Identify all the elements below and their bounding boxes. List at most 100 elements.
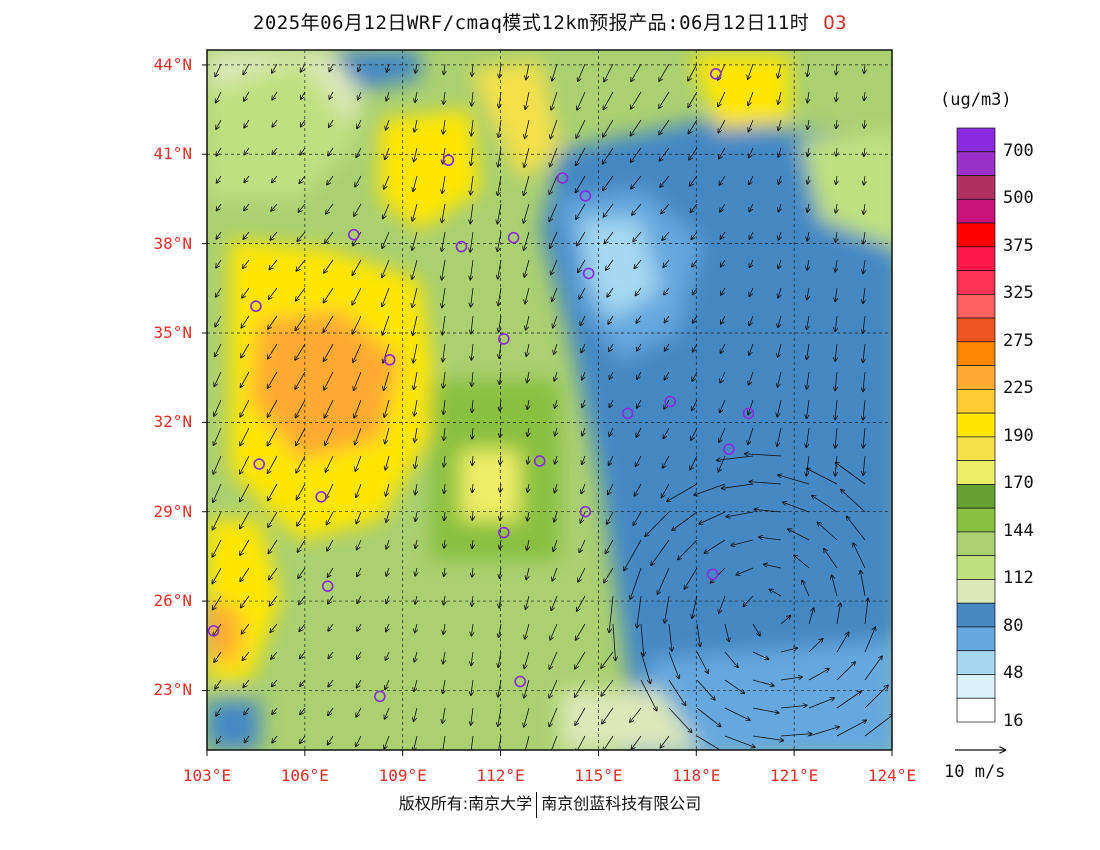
wind-arrow [806,371,809,389]
wind-arrow [296,287,306,301]
wind-arrow [806,427,810,447]
wind-arrow [752,623,760,636]
wind-arrow [414,399,418,416]
copyright-credit: 版权所有:南京大学 南京创蓝科技有限公司 [0,790,1100,818]
wind-arrow [807,175,809,184]
lon-label: 103°E [182,766,232,785]
wind-arrow [752,651,769,659]
wind-arrow [524,147,530,167]
wind-arrow [413,315,418,335]
wind-arrow [660,735,670,748]
wind-arrow [500,539,501,549]
wind-arrow [552,63,558,81]
wind-arrow [470,203,474,223]
wind-arrow [243,63,250,75]
wind-arrow [300,679,306,686]
station-marker [579,190,592,202]
wind-arrow [863,427,865,448]
wind-arrow [575,679,586,697]
wind-arrow [299,623,306,631]
colorbar-swatch [956,341,996,366]
wind-arrow [216,287,222,297]
lon-label: 118°E [672,766,721,785]
wind-arrow [863,259,865,273]
wind-arrow [555,455,557,464]
wind-arrow [499,595,501,608]
station-marker [455,240,468,253]
wind-arrow [357,567,362,576]
wind-arrow [748,399,754,415]
colorbar-swatch [956,222,996,248]
wind-arrow [632,203,642,215]
wind-arrow [665,343,670,351]
wind-arrow [604,231,614,243]
lon-label: 106°E [280,766,329,785]
wind-arrow [471,119,473,136]
wind-arrow [272,175,278,182]
wind-arrow [549,175,558,194]
wind-arrow [244,203,250,210]
wind-arrow [268,511,278,527]
wind-arrow [692,371,698,381]
wind-arrow [472,511,473,520]
colorbar-label: 16 [1003,711,1024,731]
wind-arrow [731,539,754,545]
wind-arrow [385,651,390,660]
wind-arrow [412,287,418,307]
wind-arrow [603,147,614,164]
wind-arrow [575,707,586,725]
wind-arrow [524,651,530,668]
wind-arrow [664,287,670,295]
wind-arrow [769,589,782,597]
wind-arrow [326,511,334,525]
colorbar-label: 170 [1003,473,1034,494]
wind-arrow [444,539,445,548]
wind-arrow [444,483,445,493]
wind-arrow [692,595,698,618]
wind-arrow [413,175,418,191]
wind-arrow [748,119,754,131]
wind-arrow [295,371,306,389]
wind-arrow [267,427,278,446]
wind-arrow [386,567,389,576]
wind-arrow [212,511,222,530]
wind-arrow [472,567,473,577]
wind-arrow [299,595,306,605]
wind-arrow [329,119,334,127]
wind-arrow [471,679,473,695]
wind-arrow [244,119,250,128]
wind-arrow [699,511,726,524]
wind-arrow [354,371,362,390]
wind-arrow [324,371,334,390]
wind-arrow [580,315,586,326]
wind-arrow [268,315,278,329]
colorbar-swatch [956,579,996,604]
wind-arrow [526,63,530,79]
wind-arrow [472,399,473,412]
station-marker [253,458,265,470]
map-title: 2025年06月12日WRF/cmaq模式12km预报产品:06月12日11时 O… [0,8,1100,35]
wind-arrow [690,175,698,186]
wind-arrow [720,203,726,212]
wind-arrow [835,259,837,272]
wind-arrow [527,483,529,492]
wind-arrow [415,483,417,495]
wind-arrow [631,91,642,109]
wind-arrow [657,567,670,594]
station-marker [507,231,520,244]
wind-arrow [832,575,838,597]
wind-arrow [692,259,698,267]
wind-arrow [576,147,586,165]
wind-arrow [443,679,445,693]
wind-arrow [550,147,558,167]
wind-arrow [472,595,473,606]
wind-arrow [576,623,586,640]
colorbar-label: 80 [1003,615,1024,636]
wind-arrow [301,91,306,99]
wind-arrow [528,455,529,464]
wind-arrow [272,91,278,100]
wind-arrow [664,371,670,380]
colorbar-swatch [956,127,996,153]
wind-arrow [582,371,585,380]
